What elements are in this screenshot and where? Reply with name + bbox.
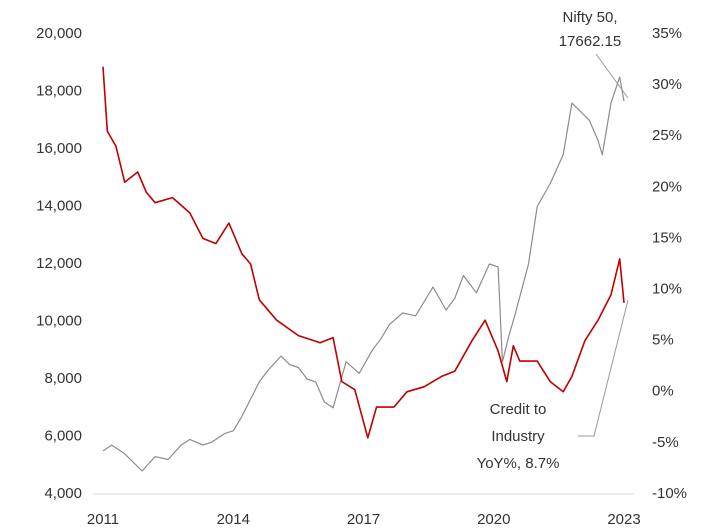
y2-tick-label: 0% bbox=[652, 383, 674, 400]
y-tick-label: 18,000 bbox=[36, 82, 82, 99]
y-tick-label: 12,000 bbox=[36, 255, 82, 272]
x-tick-label: 2017 bbox=[347, 511, 380, 528]
x-tick-label: 2011 bbox=[87, 511, 119, 528]
y-tick-label: 10,000 bbox=[36, 312, 82, 329]
x-tick-label: 2020 bbox=[477, 511, 510, 528]
annotation: YoY%, 8.7% bbox=[477, 455, 560, 472]
y2-tick-label: -5% bbox=[652, 434, 679, 451]
annotation: 17662.15 bbox=[559, 33, 622, 50]
y-tick-label: 8,000 bbox=[44, 370, 82, 387]
y2-tick-label: 30% bbox=[652, 76, 682, 93]
y-tick-label: 14,000 bbox=[36, 197, 82, 214]
y2-tick-label: -10% bbox=[652, 485, 687, 502]
y2-tick-label: 15% bbox=[652, 229, 682, 246]
y2-tick-label: 25% bbox=[652, 127, 682, 144]
y-tick-label: 6,000 bbox=[44, 427, 82, 444]
y2-tick-label: 10% bbox=[652, 281, 682, 298]
series-line bbox=[102, 76, 625, 472]
x-tick-label: 2023 bbox=[607, 511, 640, 528]
y2-tick-label: 35% bbox=[652, 25, 682, 42]
leader-line bbox=[578, 299, 629, 437]
y-tick-label: 4,000 bbox=[44, 485, 82, 502]
y-tick-label: 16,000 bbox=[36, 140, 82, 157]
annotation: Industry bbox=[491, 428, 545, 445]
y2-tick-label: 5% bbox=[652, 332, 674, 349]
series-line bbox=[102, 66, 625, 439]
y-tick-label: 20,000 bbox=[36, 25, 82, 42]
x-tick-label: 2014 bbox=[217, 511, 250, 528]
annotation: Credit to bbox=[490, 401, 547, 418]
annotation: Nifty 50, bbox=[562, 9, 617, 26]
y2-tick-label: 20% bbox=[652, 178, 682, 195]
leader-line bbox=[595, 53, 629, 99]
